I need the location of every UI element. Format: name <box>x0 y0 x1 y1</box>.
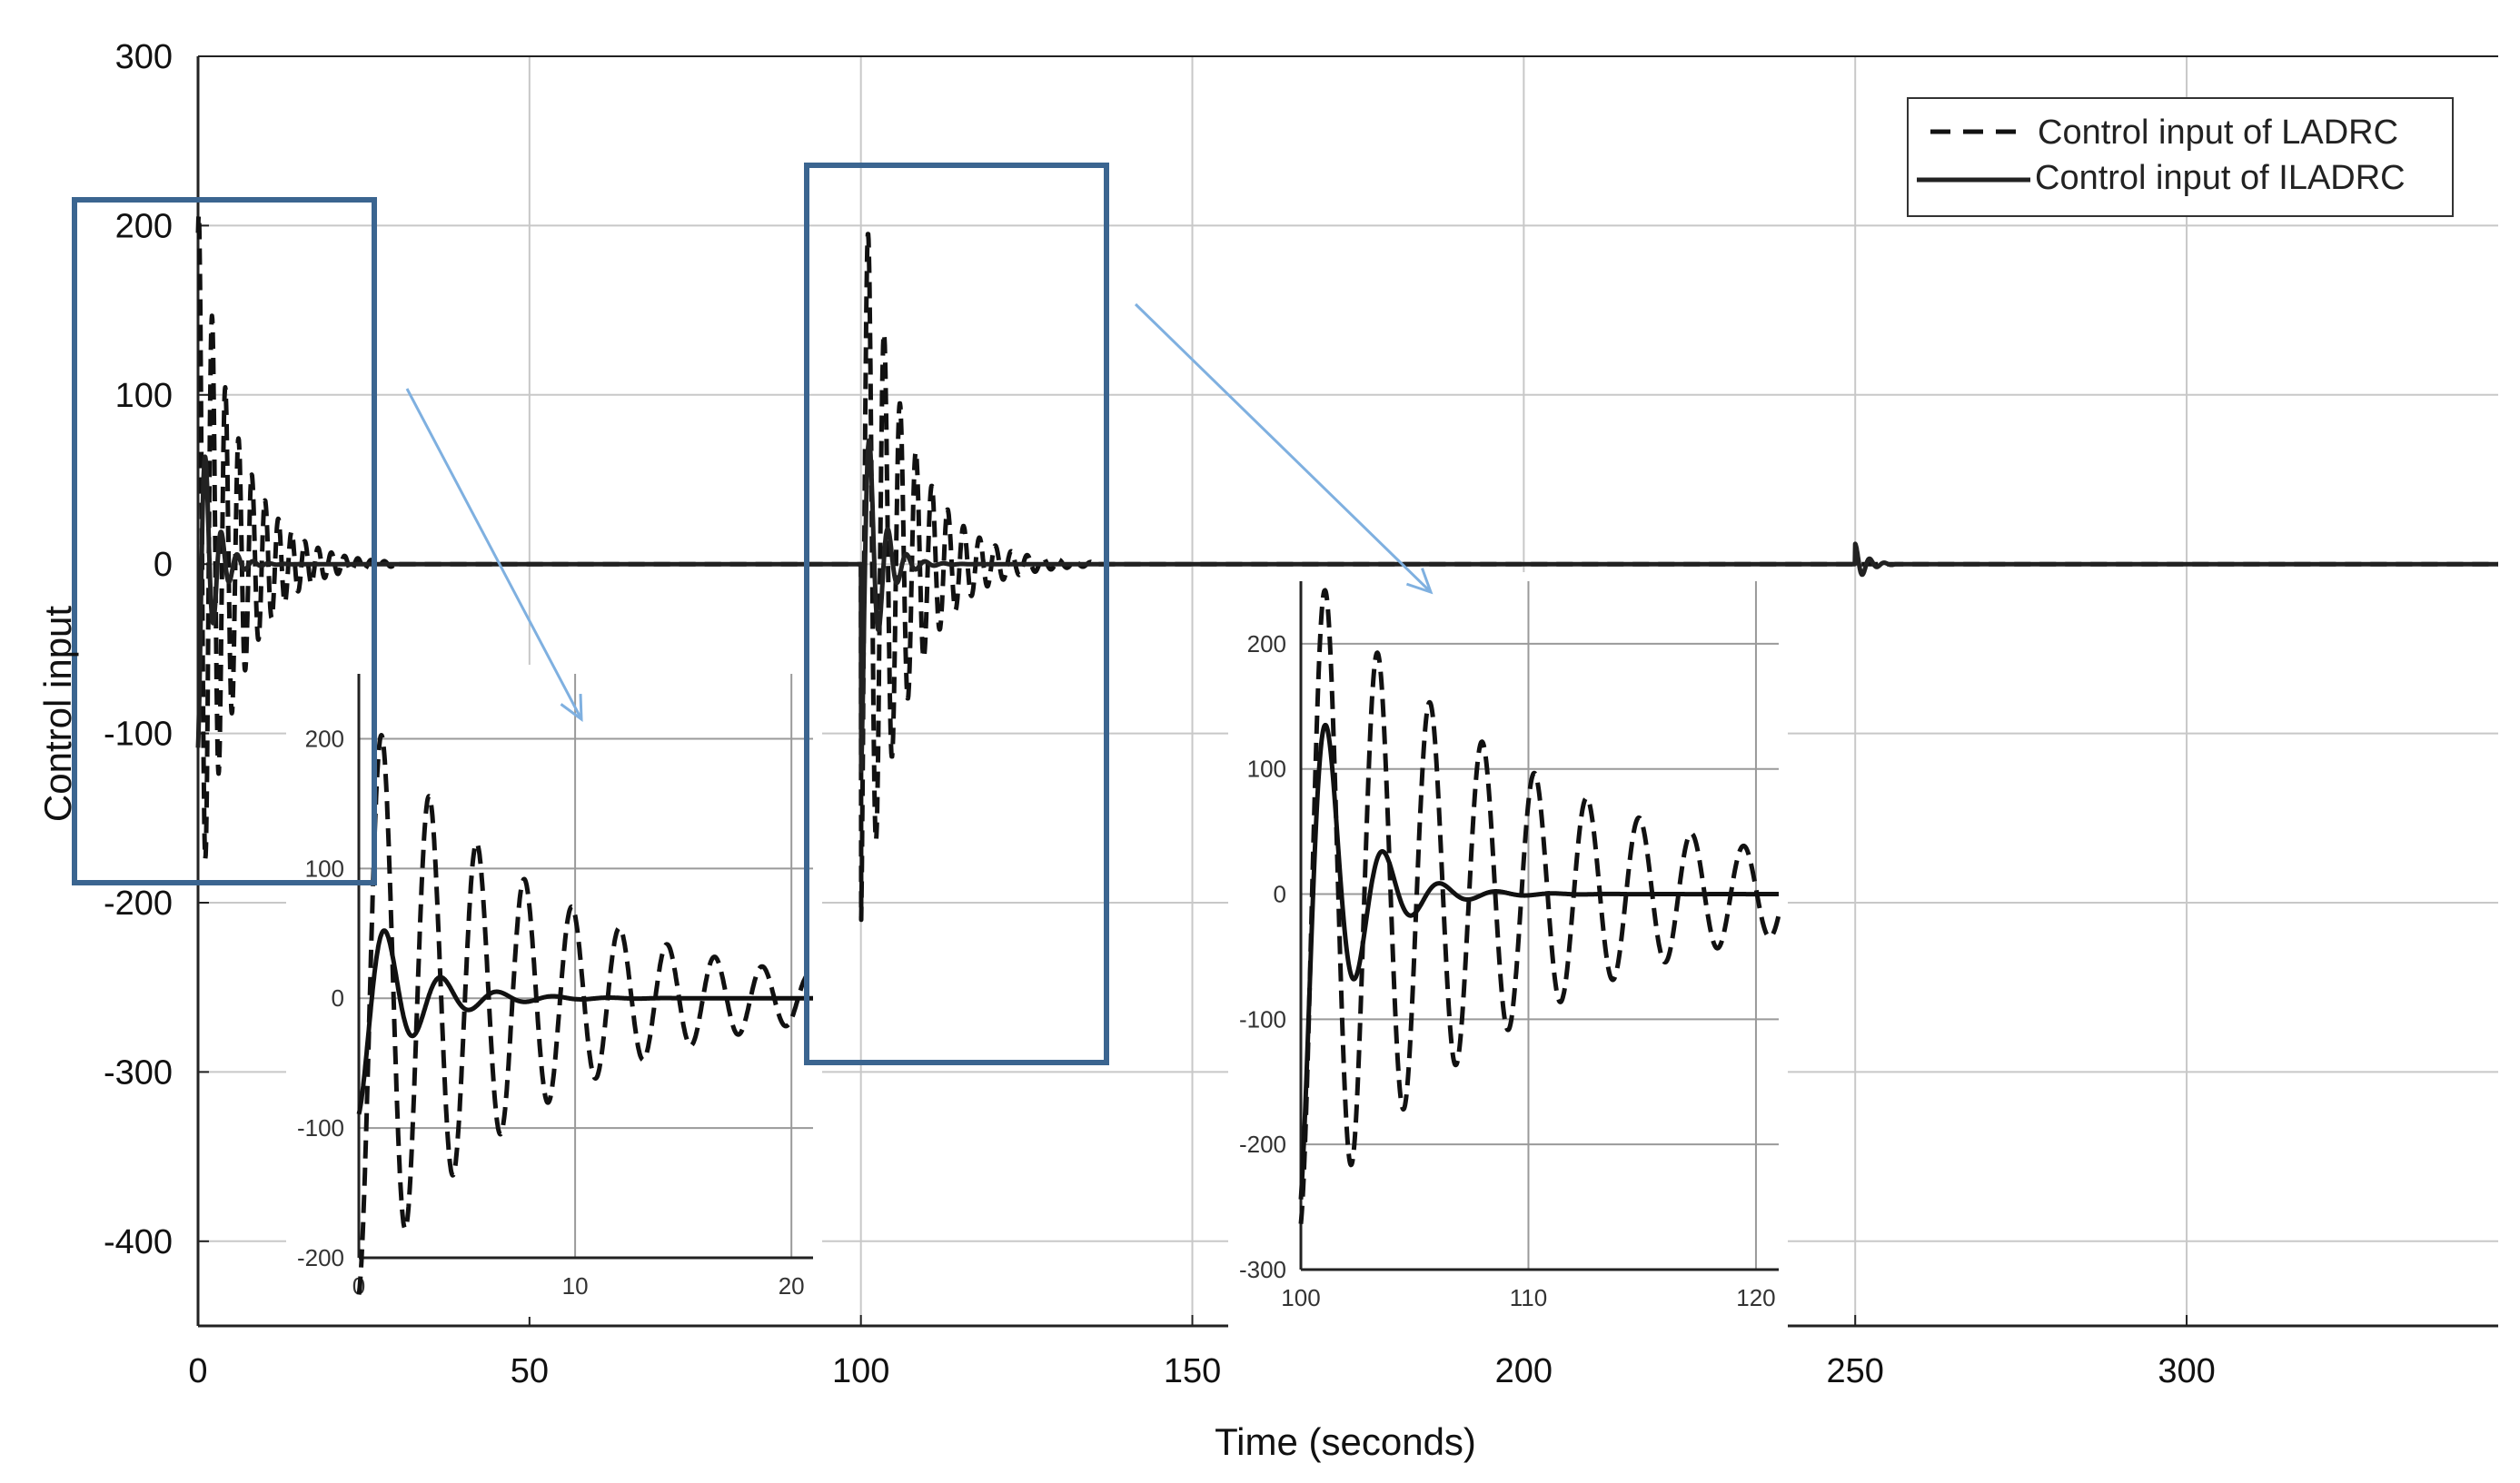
inset-y-tick-label: 100 <box>305 855 344 882</box>
zoom-box-first-disturbance <box>72 197 377 885</box>
y-tick-label: 300 <box>115 38 173 76</box>
y-tick-label: -100 <box>104 716 173 754</box>
x-tick-label: 50 <box>511 1352 549 1390</box>
inset-series-line-ladrc <box>356 733 815 1295</box>
inset-series-line-iladrc <box>1298 722 1781 1200</box>
inset-y-tick-label: 200 <box>305 725 344 752</box>
inset-y-tick-label: 0 <box>1274 881 1286 908</box>
inset-y-tick-label: -200 <box>1239 1131 1286 1158</box>
inset-x-tick-label: 10 <box>562 1272 589 1300</box>
x-axis-label: Time (seconds) <box>1215 1420 1476 1463</box>
inset-x-tick-label: 100 <box>1281 1284 1320 1311</box>
legend-label-ladrc: Control input of LADRC <box>2038 114 2398 152</box>
x-tick-label: 0 <box>188 1352 207 1390</box>
legend-box <box>1907 97 2454 217</box>
inset-x-tick-label: 110 <box>1510 1284 1547 1311</box>
inset-background <box>286 665 822 1317</box>
y-tick-label: 100 <box>115 377 173 415</box>
y-tick-label: 0 <box>154 546 173 584</box>
y-tick-label: -300 <box>104 1053 173 1092</box>
zoom-box-second-disturbance <box>804 163 1109 1065</box>
series-line-iladrc <box>195 438 2501 774</box>
inset-series-line-iladrc <box>356 928 815 1115</box>
x-tick-label: 100 <box>832 1352 889 1390</box>
inset-y-tick-label: 100 <box>1247 756 1286 783</box>
inset-y-tick-label: -300 <box>1239 1256 1286 1283</box>
zoom-arrow-second-shaft <box>1134 302 1433 594</box>
inset-y-tick-label: -100 <box>1239 1005 1286 1033</box>
inset-background <box>1228 572 1788 1329</box>
y-axis-label: Control input <box>36 606 79 822</box>
x-tick-label: 300 <box>2158 1352 2215 1390</box>
y-tick-label: -400 <box>104 1223 173 1261</box>
legend: Control input of LADRC Control input of … <box>1907 97 2454 217</box>
inset-x-tick-label: 20 <box>779 1272 805 1300</box>
legend-label-iladrc: Control input of ILADRC <box>2035 159 2406 197</box>
inset-y-tick-label: -200 <box>297 1244 344 1271</box>
inset-series-line-ladrc <box>1298 588 1781 1224</box>
zoom-arrow-first-head <box>560 693 583 723</box>
x-tick-label: 200 <box>1495 1352 1553 1390</box>
y-tick-label: 200 <box>115 207 173 245</box>
inset-x-tick-label: 120 <box>1736 1284 1775 1311</box>
x-tick-label: 150 <box>1164 1352 1221 1390</box>
x-tick-label: 250 <box>1827 1352 1884 1390</box>
inset-y-tick-label: 0 <box>332 984 344 1012</box>
zoom-arrow-first-shaft <box>405 388 583 720</box>
zoom-annotations <box>72 163 1434 1065</box>
zoom-arrow-second-head <box>1405 568 1434 595</box>
inset-plot-second-disturbance: 100 110 120 200 100 0 -100 -200 -300 <box>1228 572 1788 1329</box>
inset-y-tick-label: 200 <box>1247 630 1286 657</box>
inset-y-tick-label: -100 <box>297 1114 344 1142</box>
y-tick-label: -200 <box>104 885 173 923</box>
